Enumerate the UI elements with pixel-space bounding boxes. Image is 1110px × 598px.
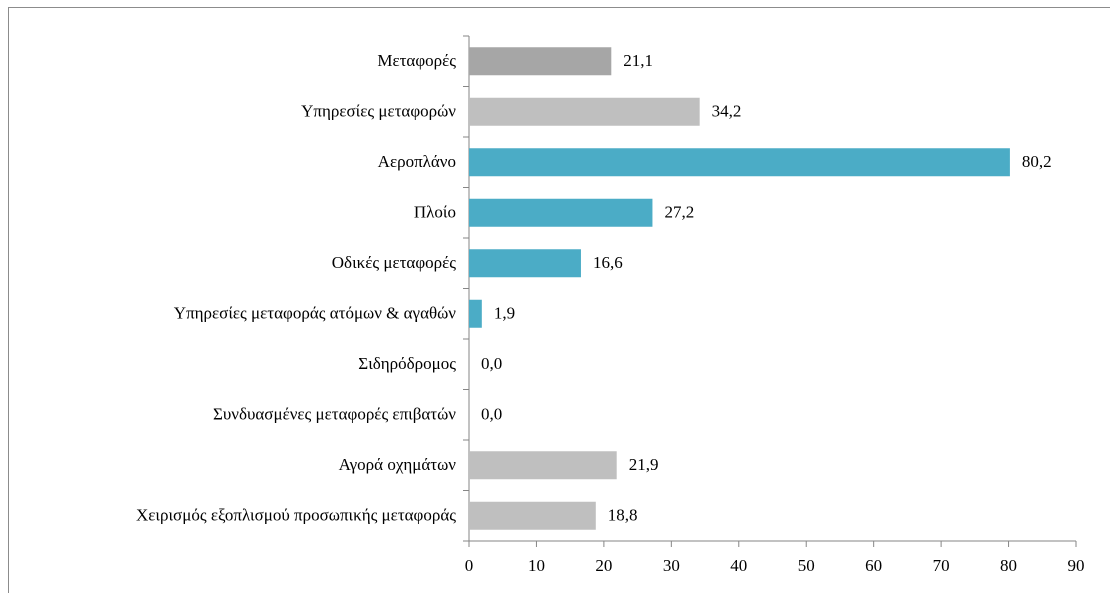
y-tick-label: Σιδηρόδρομος	[358, 354, 456, 373]
data-label: 34,2	[712, 102, 742, 121]
bar	[469, 47, 611, 75]
bar	[469, 98, 700, 126]
data-label: 27,2	[664, 203, 694, 222]
bar	[469, 300, 482, 328]
x-tick-label: 30	[663, 556, 680, 575]
x-tick-label: 50	[798, 556, 815, 575]
y-tick-label: Αγορά οχημάτων	[339, 455, 457, 474]
data-label: 16,6	[593, 253, 623, 272]
data-label: 0,0	[481, 354, 502, 373]
y-tick-label: Συνδυασμένες μεταφορές επιβατών	[213, 405, 456, 424]
bar	[469, 249, 581, 277]
bar	[469, 199, 652, 227]
data-label: 18,8	[608, 506, 638, 525]
x-tick-label: 90	[1068, 556, 1085, 575]
y-tick-label: Μεταφορές	[377, 51, 456, 70]
x-tick-label: 40	[730, 556, 747, 575]
y-tick-label: Υπηρεσίες μεταφορών	[301, 102, 456, 121]
x-tick-label: 10	[528, 556, 545, 575]
x-tick-label: 70	[933, 556, 950, 575]
y-tick-label: Χειρισμός εξοπλισμού προσωπικής μεταφορά…	[136, 506, 456, 525]
data-label: 21,1	[623, 51, 653, 70]
bar	[469, 502, 596, 530]
x-tick-label: 60	[865, 556, 882, 575]
bar	[469, 451, 617, 479]
x-tick-label: 80	[1000, 556, 1017, 575]
data-label: 21,9	[629, 455, 659, 474]
y-tick-label: Πλοίο	[414, 203, 456, 222]
x-tick-label: 0	[465, 556, 474, 575]
y-tick-label: Υπηρεσίες μεταφοράς ατόμων & αγαθών	[174, 304, 457, 323]
data-label: 1,9	[494, 304, 515, 323]
bar	[469, 148, 1010, 176]
y-tick-label: Αεροπλάνο	[378, 152, 456, 171]
y-tick-label: Οδικές μεταφορές	[332, 253, 456, 272]
data-label: 0,0	[481, 405, 502, 424]
x-tick-label: 20	[595, 556, 612, 575]
data-label: 80,2	[1022, 152, 1052, 171]
